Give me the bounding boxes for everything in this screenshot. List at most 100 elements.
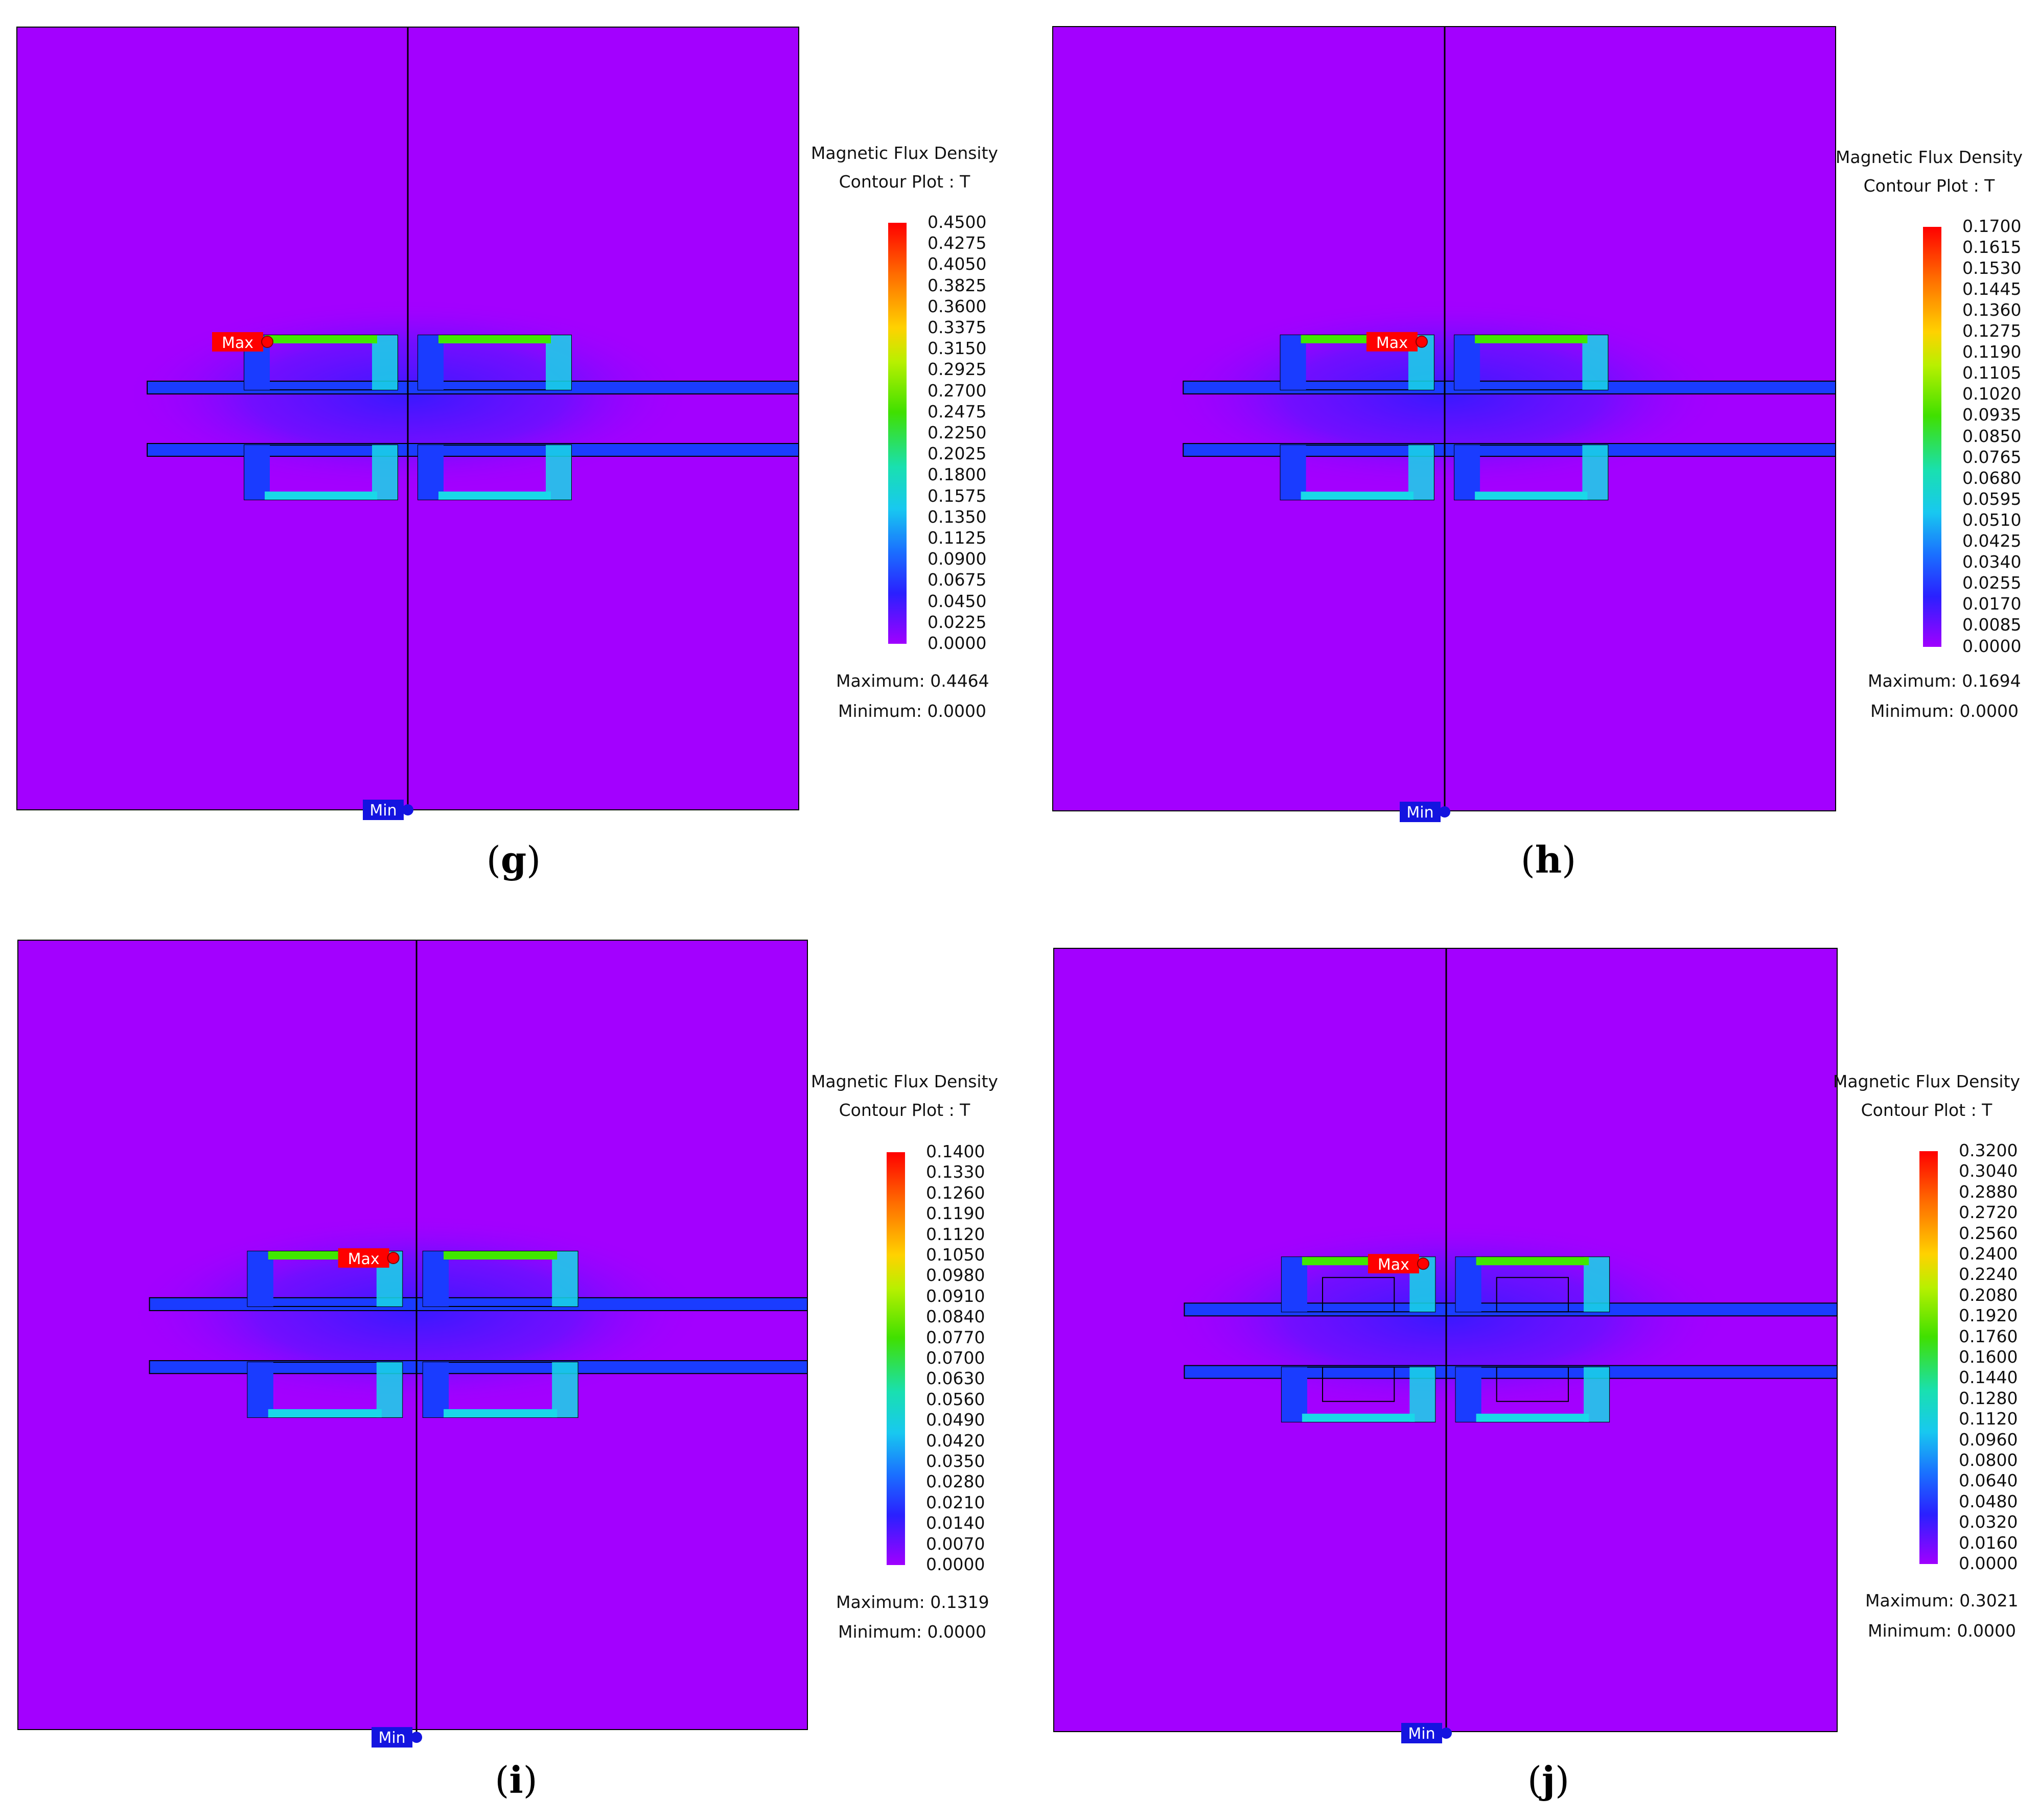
legend-tick: 0.4275 [928,233,987,253]
legend-tick: 0.0910 [926,1286,985,1306]
color-bar [888,223,907,644]
core-leg [423,1251,449,1306]
minimum-readout: Minimum: 0.0000 [838,701,987,721]
legend-tick: 0.0340 [1962,552,2022,572]
core-leg [1280,335,1306,390]
legend-tick: 0.3600 [928,296,987,316]
legend-tick: 0.4050 [928,254,987,274]
color-bar [887,1152,905,1565]
legend-tick: 0.2240 [1959,1264,2018,1284]
legend-tick: 0.1190 [1962,342,2022,362]
contour-plot: Max Min [1052,26,1836,823]
core-leg [376,1362,403,1418]
legend-tick: 0.0140 [926,1513,985,1533]
color-bar [1923,227,1941,647]
legend-tick: 0.1530 [1962,258,2022,278]
panel-g: Max Min Magnetic Flux Density Contour Plo… [0,0,1019,910]
legend-tick: 0.1105 [1962,363,2022,383]
legend-tick: 0.1330 [926,1162,985,1182]
panel-caption: (i) [495,1758,538,1802]
legend-tick: 0.1190 [926,1203,985,1223]
yoke-bar [444,1251,558,1260]
legend-tick: 0.0960 [1959,1430,2018,1450]
maximum-readout: Maximum: 0.4464 [836,671,989,691]
caption-letter: h [1535,838,1562,881]
legend-tick: 0.0425 [1962,531,2022,551]
legend-title-line1: Magnetic Flux Density [810,143,999,163]
yoke-bar [438,492,551,500]
max-marker-label: Max [348,1250,380,1268]
legend-tick: 0.0450 [928,591,987,611]
legend-tick: 0.0170 [1962,594,2022,614]
core-leg [1281,1257,1307,1312]
min-marker-box [1401,1723,1443,1744]
legend-tick: 0.0480 [1959,1491,2018,1511]
yoke-bar [1475,492,1588,500]
legend-tick: 0.3200 [1959,1140,2018,1160]
core-leg [552,1251,578,1306]
max-marker-dot [261,336,273,348]
core-leg [418,445,444,500]
core-leg [1409,1367,1435,1422]
legend-tick: 0.0350 [926,1451,985,1471]
core-leg [546,445,571,500]
legend-tick: 0.0850 [1962,426,2022,446]
legend-tick: 0.1125 [928,528,987,548]
legend-tick: 0.0085 [1962,615,2022,635]
maximum-readout: Maximum: 0.1694 [1868,671,2021,691]
core-leg [546,335,571,390]
legend-title-line2: Contour Plot : T [1863,176,1995,196]
legend-tick: 0.0280 [926,1472,985,1491]
legend-title-line2: Contour Plot : T [839,172,970,192]
core-leg [372,445,398,500]
minimum-readout: Minimum: 0.0000 [1868,1621,2017,1641]
legend-tick: 0.1350 [928,507,987,527]
max-marker-label: Max [1376,334,1408,352]
panel-caption: (j) [1527,1758,1570,1802]
contour-plot: Max Min [1053,948,1838,1744]
min-marker-dot [411,1732,423,1743]
core-leg [1582,335,1608,390]
legend-tick: 0.0210 [926,1492,985,1512]
legend-tick: 0.1400 [926,1141,985,1161]
caption-letter: j [1541,1758,1556,1802]
caption-letter: g [500,838,527,881]
core-leg [423,1362,449,1418]
legend-tick: 0.1615 [1962,237,2022,257]
legend-title-line2: Contour Plot : T [839,1100,970,1120]
legend-title-line1: Magnetic Flux Density [1833,1071,2021,1091]
legend-tick: 0.0800 [1959,1450,2018,1470]
legend-tick: 0.1700 [1962,216,2022,236]
legend-tick: 0.1360 [1962,300,2022,320]
legend-tick: 0.0640 [1959,1471,2018,1490]
legend-tick: 0.0255 [1962,573,2022,593]
core-leg [1455,1367,1481,1422]
legend-tick: 0.0000 [1962,636,2022,656]
legend-tick: 0.0900 [928,549,987,569]
min-marker-box [372,1727,413,1748]
max-marker-dot [387,1252,400,1265]
panel-j: Max Min Magnetic Flux Density Contour Plo… [1019,910,2039,1820]
legend-tick: 0.3150 [928,338,987,358]
legend-tick: 0.1445 [1962,279,2022,299]
coil-outline [1496,1277,1569,1313]
min-marker-dot [1439,806,1451,818]
legend-tick: 0.2925 [928,359,987,379]
legend-tick: 0.1600 [1959,1347,2018,1367]
legend-tick: 0.0675 [928,570,987,590]
yoke-bar [1476,1257,1589,1266]
yoke-bar [1475,335,1588,343]
contour-plot: Max Min [17,940,808,1748]
min-marker-dot [1441,1728,1452,1739]
minimum-readout: Minimum: 0.0000 [1870,701,2019,721]
legend-tick: 0.3375 [928,317,987,337]
max-marker-box [1368,1254,1419,1274]
legend-tick: 0.0510 [1962,510,2022,530]
coil-outline [1496,1366,1569,1402]
legend-tick: 0.2025 [928,444,987,463]
yoke-bar [265,335,377,343]
legend-tick: 0.1280 [1959,1388,2018,1408]
color-bar [1919,1151,1938,1564]
legend-tick: 0.0000 [1959,1553,2018,1573]
min-marker-label: Min [1408,1725,1435,1743]
